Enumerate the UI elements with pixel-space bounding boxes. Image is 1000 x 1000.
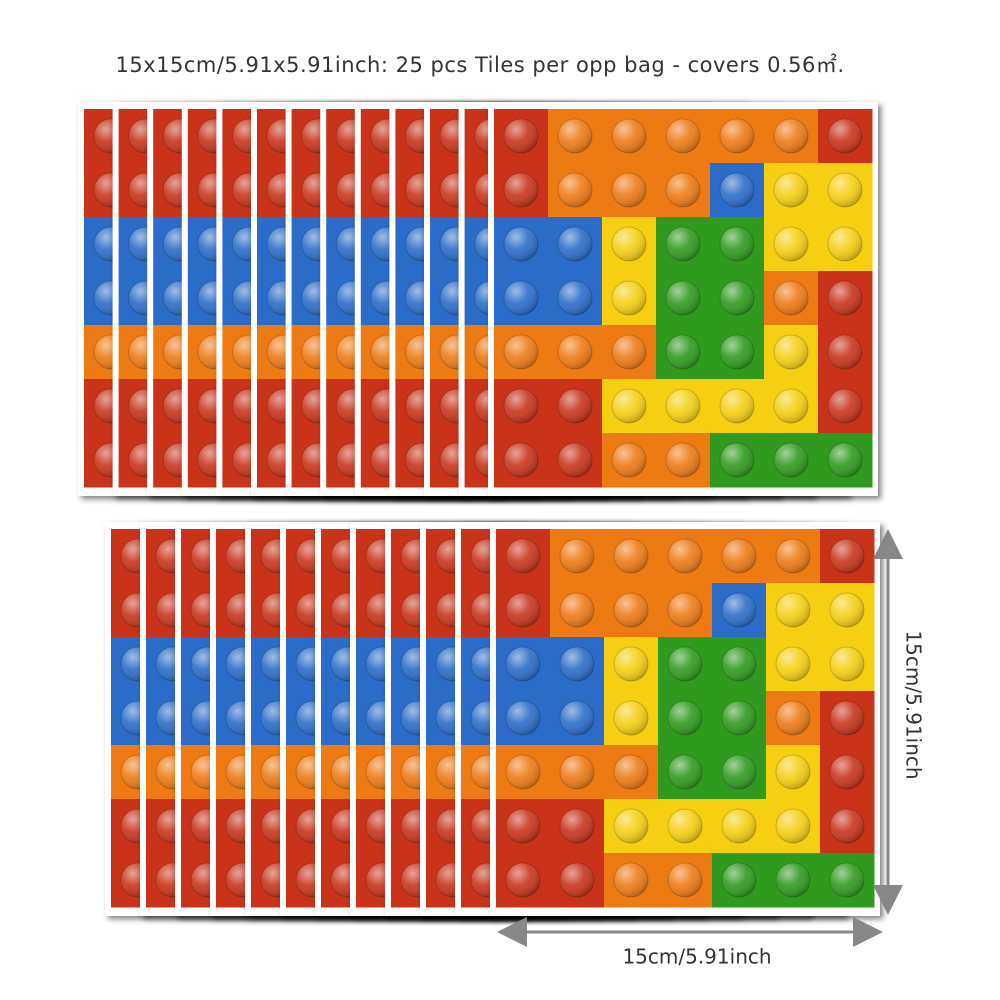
width-label: 15cm/5.91inch [622,945,771,969]
height-label: 15cm/5.91inch [902,630,926,779]
tile [488,102,878,496]
tile [490,522,880,916]
tile-stacks [78,102,880,916]
title: 15x15cm/5.91x5.91inch: 25 pcs Tiles per … [115,53,844,77]
